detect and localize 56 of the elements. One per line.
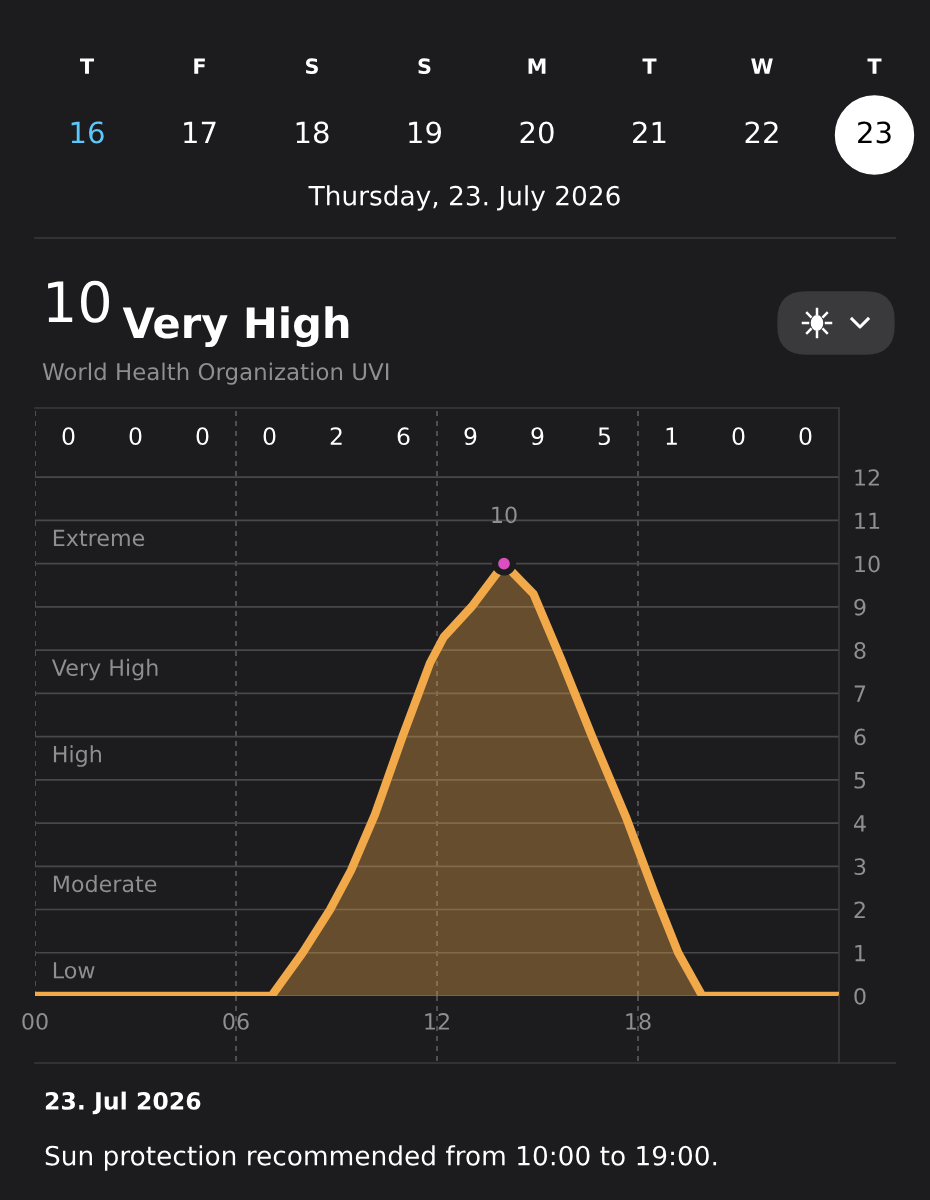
- y-tick-label: 6: [854, 728, 866, 746]
- y-tick-label: 2: [854, 901, 865, 918]
- x-tick-label: 06: [223, 1013, 249, 1030]
- text: S: [418, 58, 431, 75]
- text: 17: [184, 121, 216, 144]
- y-tick-label: 5: [854, 772, 866, 789]
- text: 18: [296, 121, 329, 144]
- y-tick-label: 3: [854, 858, 866, 876]
- annotation: 1: [666, 427, 677, 445]
- annotation: 0: [799, 427, 812, 446]
- text: T: [79, 58, 94, 74]
- text: W: [751, 58, 773, 74]
- text: 21: [633, 121, 666, 144]
- annotation: 6: [397, 427, 410, 446]
- text: S: [305, 58, 318, 75]
- text: Sun protection recommended from 10:00 to 19:00.: [45, 1145, 717, 1171]
- y-tick-label: 0: [854, 987, 866, 1005]
- y-tick-label: 9: [854, 598, 866, 616]
- annotation: 0: [263, 427, 276, 446]
- text: 20: [520, 121, 554, 144]
- y-tick-label: 12: [855, 469, 879, 486]
- text: 23: [858, 121, 891, 144]
- annotation: Very High: [51, 658, 158, 681]
- text: Thursday, 23. July 2026: [308, 185, 620, 211]
- y-tick-label: 4: [853, 815, 866, 832]
- annotation: 9: [531, 427, 544, 446]
- text: M: [528, 58, 546, 74]
- x-tick-label: 00: [22, 1013, 48, 1030]
- x-tick-label: 12: [425, 1013, 449, 1030]
- text: F: [194, 58, 205, 74]
- x-tick-label: 18: [626, 1013, 651, 1030]
- annotation: 5: [598, 427, 610, 446]
- annotation: 0: [62, 427, 75, 446]
- annotation: 0: [732, 427, 745, 446]
- annotation: 2: [330, 427, 342, 445]
- annotation: 0: [129, 427, 142, 446]
- text: 23. Jul 2026: [45, 1091, 201, 1115]
- y-tick-label: 7: [854, 685, 866, 702]
- annotation: High: [53, 745, 101, 767]
- annotation: Moderate: [53, 875, 157, 893]
- annotation: 9: [464, 427, 477, 446]
- y-tick-label: 1: [855, 945, 865, 962]
- text: 22: [745, 121, 778, 144]
- chart-subtitle: World Health Organization UVI: [42, 362, 389, 385]
- chart-title: 10 Very High: [48, 280, 349, 347]
- annotation: 10: [492, 506, 517, 524]
- annotation: 0: [196, 427, 209, 446]
- y-tick-label: 11: [855, 512, 880, 529]
- annotation: Low: [53, 962, 95, 979]
- y-tick-label: 8: [854, 642, 866, 659]
- text: 16: [71, 121, 104, 144]
- annotation: Extreme: [53, 529, 145, 547]
- y-tick-label: 10: [855, 555, 880, 573]
- text: 19: [409, 121, 442, 144]
- text: T: [642, 58, 657, 74]
- text: T: [867, 58, 882, 74]
